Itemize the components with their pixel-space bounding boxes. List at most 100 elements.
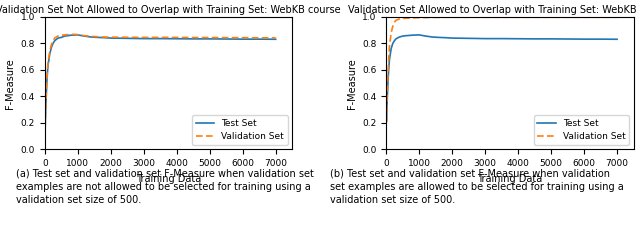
Validation Set <box>547 16 555 19</box>
Title: Validation Set Not Allowed to Overlap with Training Set: WebKB course: Validation Set Not Allowed to Overlap wi… <box>0 5 341 15</box>
Validation Set <box>70 33 78 36</box>
Test Set <box>531 37 538 40</box>
Validation Set <box>107 36 115 39</box>
Test Set <box>406 34 413 37</box>
Test Set <box>396 36 403 39</box>
Test Set <box>156 37 164 40</box>
Test Set <box>383 108 390 111</box>
Test Set <box>58 36 65 39</box>
Validation Set <box>449 16 456 19</box>
Test Set <box>49 42 57 45</box>
Validation Set <box>206 36 214 39</box>
Line: Test Set: Test Set <box>45 35 276 130</box>
Validation Set <box>124 36 131 39</box>
Validation Set <box>87 35 95 38</box>
Validation Set <box>61 33 68 36</box>
Validation Set <box>42 95 50 98</box>
Test Set <box>387 47 395 50</box>
Validation Set <box>49 39 57 42</box>
Test Set <box>386 58 394 61</box>
Validation Set <box>429 16 436 19</box>
Validation Set <box>173 36 180 39</box>
Validation Set <box>384 84 392 87</box>
Test Set <box>173 37 180 40</box>
Validation Set <box>74 33 82 36</box>
Test Set <box>515 37 522 40</box>
Validation Set <box>67 33 75 36</box>
Test Set <box>580 38 588 40</box>
Test Set <box>61 35 68 38</box>
Test Set <box>449 37 456 40</box>
Test Set <box>412 33 420 36</box>
Test Set <box>42 128 49 131</box>
Legend: Test Set, Validation Set: Test Set, Validation Set <box>193 115 288 145</box>
Test Set <box>390 39 398 42</box>
Test Set <box>93 36 101 39</box>
Test Set <box>409 34 417 37</box>
Test Set <box>46 53 54 55</box>
Validation Set <box>412 16 420 19</box>
Validation Set <box>140 36 148 39</box>
Validation Set <box>383 120 390 123</box>
Line: Validation Set: Validation Set <box>45 34 276 129</box>
Validation Set <box>422 16 429 19</box>
Test Set <box>124 37 131 40</box>
Test Set <box>547 37 555 40</box>
Test Set <box>481 37 489 40</box>
Validation Set <box>93 35 101 38</box>
Test Set <box>51 39 58 42</box>
Test Set <box>596 38 604 40</box>
Validation Set <box>389 25 397 27</box>
Validation Set <box>255 36 263 39</box>
Validation Set <box>64 33 72 36</box>
Validation Set <box>51 37 58 40</box>
Validation Set <box>392 19 400 22</box>
Test Set <box>385 66 393 69</box>
Validation Set <box>396 18 403 20</box>
Validation Set <box>58 34 65 37</box>
X-axis label: Training Data: Training Data <box>136 174 201 184</box>
Test Set <box>435 36 443 39</box>
Test Set <box>389 42 397 45</box>
Validation Set <box>564 16 572 19</box>
Line: Validation Set: Validation Set <box>387 17 617 121</box>
Validation Set <box>515 16 522 19</box>
Validation Set <box>100 36 108 39</box>
Test Set <box>429 36 436 39</box>
Title: Validation Set Allowed to Overlap with Training Set: WebKB course: Validation Set Allowed to Overlap with T… <box>348 5 640 15</box>
Test Set <box>206 37 214 40</box>
Validation Set <box>390 21 398 24</box>
Test Set <box>613 38 621 41</box>
Test Set <box>67 34 75 37</box>
Validation Set <box>402 17 410 20</box>
Test Set <box>465 37 472 40</box>
Test Set <box>54 37 62 40</box>
Validation Set <box>613 16 621 19</box>
Test Set <box>47 46 55 49</box>
Legend: Test Set, Validation Set: Test Set, Validation Set <box>534 115 629 145</box>
Validation Set <box>385 68 392 71</box>
Test Set <box>399 35 406 38</box>
Validation Set <box>272 36 280 39</box>
Validation Set <box>442 16 449 19</box>
Test Set <box>44 63 52 66</box>
Test Set <box>239 38 246 40</box>
Validation Set <box>596 16 604 19</box>
Test Set <box>42 98 50 100</box>
X-axis label: Training Data: Training Data <box>477 174 543 184</box>
Validation Set <box>580 16 588 19</box>
Test Set <box>107 37 115 40</box>
Test Set <box>422 35 429 38</box>
Validation Set <box>42 127 49 130</box>
Test Set <box>70 33 78 36</box>
Text: (a) Test set and validation set F-Measure when validation set
examples are not a: (a) Test set and validation set F-Measur… <box>16 169 314 205</box>
Test Set <box>81 35 88 38</box>
Test Set <box>140 37 148 40</box>
Test Set <box>272 38 280 41</box>
Test Set <box>392 37 400 40</box>
Y-axis label: F-Measure: F-Measure <box>5 58 15 108</box>
Test Set <box>64 34 72 37</box>
Validation Set <box>46 50 54 53</box>
Validation Set <box>435 16 443 19</box>
Validation Set <box>387 31 395 34</box>
